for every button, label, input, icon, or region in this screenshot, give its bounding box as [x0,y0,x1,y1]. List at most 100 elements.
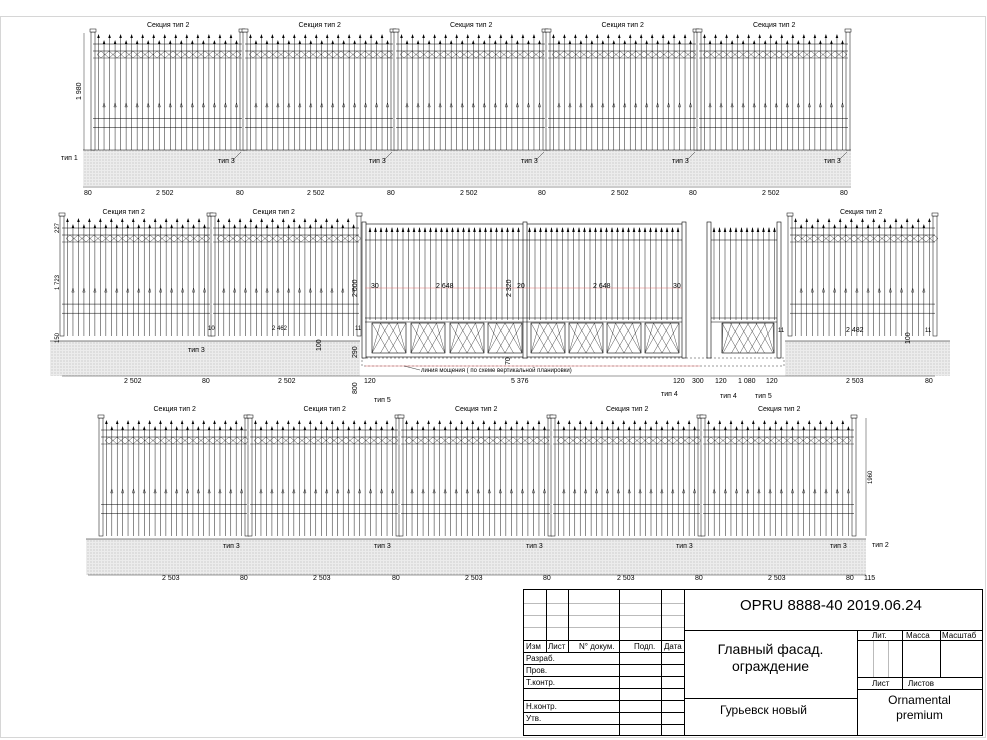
ornament-diamond [702,50,712,59]
dim-row1: 80 [236,190,244,197]
picket-spear [203,224,206,228]
picket-spear [244,224,247,228]
picket-spear [449,40,453,44]
picket-lower-spear [768,488,772,494]
ornament-diamond [612,436,622,445]
gate-spear [539,227,542,232]
ornament-diamond [288,50,298,59]
gate-dim: 30 [371,283,379,290]
picket-spear [563,34,566,38]
dim-row1: 80 [840,190,848,197]
picket-spear [159,224,162,228]
picket-lower-spear [785,102,789,108]
fence-section-row3-3 [397,414,554,537]
picket-lower-spear [298,102,302,108]
ornament-diamond [176,436,186,445]
ornament-diamond [722,436,732,445]
ornament-diamond [817,234,827,243]
picket-spear [813,426,817,430]
ornament-diamond [120,50,130,59]
picket-lower-spear [146,102,150,108]
picket-spear [557,40,561,44]
gap-label: 11 [925,328,932,334]
ornament-diamond [516,436,526,445]
picket-spear [830,420,833,424]
gate-spear [379,227,383,232]
type2-label: тип 2 [872,542,889,549]
ornament-diamond [535,50,545,59]
picket-spear [627,426,631,430]
lattice-bar [721,322,732,354]
ornament-diamond [423,50,433,59]
picket-lower-spear [265,102,269,108]
ornament-diamond [280,50,290,59]
picket-spear [174,34,178,38]
post-cap [392,28,400,33]
picket-spear [794,218,797,222]
picket-lower-spear [386,102,389,108]
ornament-diamond [256,50,266,59]
ornament-diamond [81,234,91,243]
picket-spear [644,420,647,424]
picket-lower-spear [708,102,712,108]
label-lit: Лит. [872,631,887,640]
picket-spear [606,34,610,38]
ornament-diamond [404,436,414,445]
picket-lower-spear [712,488,716,494]
picket-spear [421,426,425,430]
picket-spear [303,218,307,222]
ornament-diamond [232,436,242,445]
picket-spear [693,426,696,430]
picket-spear [655,420,658,424]
height-label-row2: 227 [55,222,61,233]
ornament-diamond [492,436,502,445]
picket-spear [97,34,100,38]
picket-spear [579,40,583,44]
picket-spear [796,420,800,424]
ornament-diamond [631,50,641,59]
picket-spear [488,34,492,38]
ornament-diamond [176,50,186,59]
picket-lower-spear [595,488,599,494]
picket-spear [645,40,648,44]
side-dim: 100 [316,339,323,351]
picket-spear [146,40,150,44]
height-label-row2: 150 [55,332,61,343]
lattice-bar [632,322,642,354]
type3-label-row1: тип 3 [672,158,689,165]
picket-lower-spear [331,102,335,108]
picket-lower-spear [186,488,189,494]
gap-label: 2 462 [272,326,288,332]
ornament-diamond [738,436,748,445]
lattice-bar [670,322,680,354]
lattice-bar [748,322,766,354]
wicket-post [776,221,782,359]
picket-spear [689,40,692,44]
picket-spear [276,420,279,424]
picket-lower-spear [203,287,206,293]
picket-lower-spear [270,488,274,494]
fence-post [90,31,96,151]
ornament-diamond [344,234,354,243]
picket-spear [325,34,329,38]
picket-spear [505,40,508,44]
fence-sections [58,28,939,537]
ornament-diamond [129,234,139,243]
picket-spear [493,420,497,424]
label-sheets: Листов [908,679,934,688]
ornament-diamond [766,50,776,59]
location-name: Гурьевск новый [720,703,807,717]
ornament-diamond [782,50,792,59]
ornament-diamond [921,234,931,243]
dim-row1: 80 [538,190,546,197]
picket-lower-spear [281,488,285,494]
picket-spear [510,34,514,38]
picket-spear [163,34,167,38]
gate-spear [456,227,460,232]
picket-spear [153,426,157,430]
ornament-diamond [655,50,665,59]
ornament-diamond [96,50,106,59]
lattice-bar [466,322,485,354]
ornament-diamond [104,50,114,59]
ornament-diamond [224,50,234,59]
